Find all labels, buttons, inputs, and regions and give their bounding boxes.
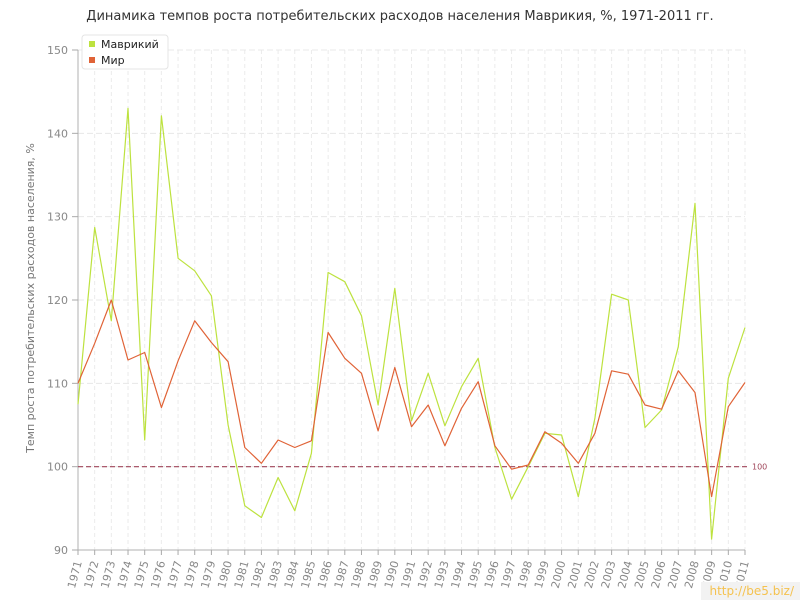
x-axis-ticks: 1971197219731974197519761977197819791980… <box>65 550 752 590</box>
series-line <box>77 107 746 540</box>
chart-title: Динамика темпов роста потребительских ра… <box>86 9 714 24</box>
legend-box <box>81 34 169 70</box>
legend-marker <box>89 57 95 63</box>
y-tick-label: 120 <box>47 294 68 307</box>
grid <box>77 49 746 550</box>
legend: Маврикий Мир <box>81 34 169 70</box>
watermark: http://be5.biz/ <box>701 582 800 600</box>
series-group <box>77 107 746 540</box>
legend-label: Маврикий <box>101 38 159 51</box>
y-tick-label: 150 <box>47 44 68 57</box>
series-line <box>77 299 746 498</box>
y-axis-label: Темп роста потребительских расходов насе… <box>24 143 37 454</box>
y-tick-label: 100 <box>47 461 68 474</box>
reference-line-group: 100 <box>78 463 767 472</box>
y-tick-label: 130 <box>47 211 68 224</box>
y-axis-ticks: 90 100 110 120 130 140 150 <box>47 44 78 557</box>
y-tick-label: 140 <box>47 127 68 140</box>
legend-marker <box>89 41 95 47</box>
legend-label: Мир <box>101 54 125 67</box>
reference-line-label: 100 <box>752 463 767 472</box>
y-tick-label: 110 <box>47 377 68 390</box>
y-tick-label: 90 <box>54 544 68 557</box>
